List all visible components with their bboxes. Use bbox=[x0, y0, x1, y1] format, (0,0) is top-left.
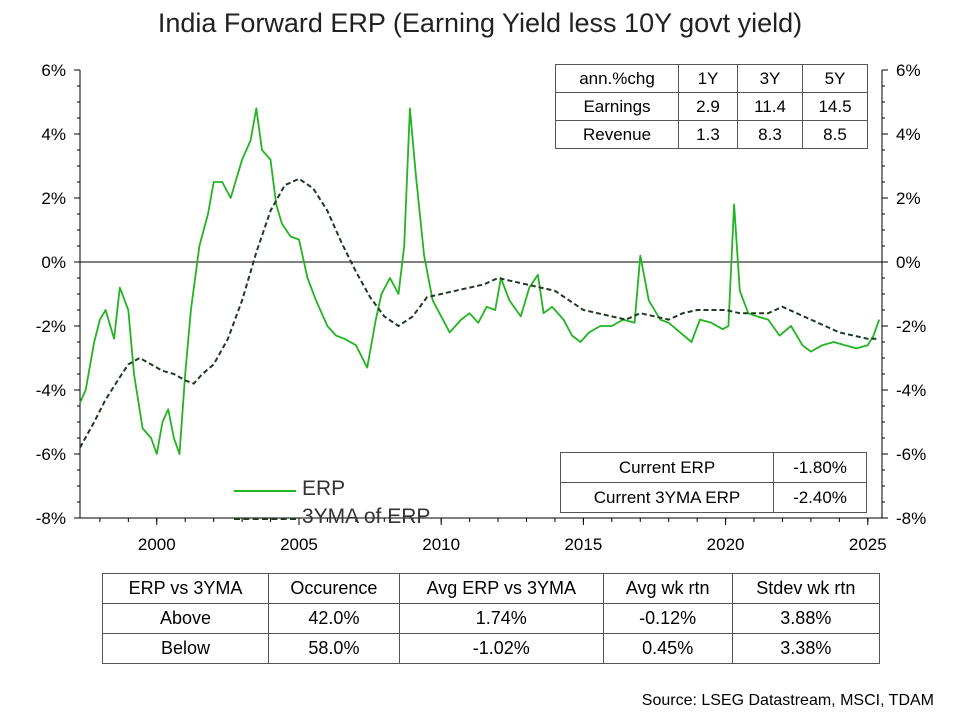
table-header-cell: Occurence bbox=[268, 573, 400, 604]
table-row: Above 42.0% 1.74% -0.12% 3.88% bbox=[102, 603, 881, 634]
table-row: Below 58.0% -1.02% 0.45% 3.38% bbox=[102, 633, 881, 664]
table-header-row: ann.%chg 1Y 3Y 5Y bbox=[555, 64, 868, 93]
current-erp-table: Current ERP -1.80% Current 3YMA ERP -2.4… bbox=[560, 452, 867, 513]
table-cell: 58.0% bbox=[268, 633, 400, 664]
source-note: Source: LSEG Datastream, MSCI, TDAM bbox=[641, 692, 934, 709]
table-header-cell: Stdev wk rtn bbox=[731, 573, 881, 604]
table-row: Current ERP -1.80% bbox=[560, 452, 867, 483]
x-tick-label: 2000 bbox=[138, 535, 176, 554]
table-header-cell: 5Y bbox=[802, 64, 868, 93]
table-header-cell: Avg wk rtn bbox=[602, 573, 733, 604]
table-cell: Revenue bbox=[555, 120, 679, 149]
table-header-cell: Avg ERP vs 3YMA bbox=[398, 573, 604, 604]
table-cell: 11.4 bbox=[737, 92, 803, 121]
table-row: Earnings 2.9 11.4 14.5 bbox=[555, 92, 868, 121]
table-cell: -2.40% bbox=[773, 482, 867, 513]
chart-title: India Forward ERP (Earning Yield less 10… bbox=[157, 8, 803, 38]
table-header-cell: 3Y bbox=[737, 64, 803, 93]
y-tick-label-right: 6% bbox=[896, 61, 921, 80]
table-cell: 14.5 bbox=[802, 92, 868, 121]
series-line-3yma bbox=[79, 177, 877, 449]
y-tick-label-right: 2% bbox=[896, 189, 921, 208]
table-cell: -0.12% bbox=[602, 603, 733, 634]
table-cell: Earnings bbox=[555, 92, 679, 121]
table-cell: Above bbox=[102, 603, 269, 634]
y-tick-label-left: 0% bbox=[41, 253, 66, 272]
table-cell: 3.38% bbox=[731, 633, 881, 664]
y-tick-label-left: -8% bbox=[36, 509, 66, 528]
table-cell: Current ERP bbox=[560, 452, 774, 483]
y-tick-label-left: 6% bbox=[41, 61, 66, 80]
table-cell: 8.5 bbox=[802, 120, 868, 149]
table-cell: Below bbox=[102, 633, 269, 664]
y-tick-label-right: 4% bbox=[896, 125, 921, 144]
x-tick-label: 2025 bbox=[849, 535, 887, 554]
y-tick-label-left: 4% bbox=[41, 125, 66, 144]
legend-ma-label: 3YMA of ERP bbox=[302, 505, 431, 528]
y-tick-label-left: -4% bbox=[36, 381, 66, 400]
summary-table: ERP vs 3YMA Occurence Avg ERP vs 3YMA Av… bbox=[102, 573, 881, 664]
table-header-cell: ERP vs 3YMA bbox=[102, 573, 269, 604]
y-tick-label-right: -4% bbox=[896, 381, 926, 400]
growth-stats-table: ann.%chg 1Y 3Y 5Y Earnings 2.9 11.4 14.5… bbox=[555, 64, 868, 149]
table-cell: 0.45% bbox=[602, 633, 733, 664]
table-cell: 1.3 bbox=[678, 120, 738, 149]
x-tick-label: 2020 bbox=[707, 535, 745, 554]
x-tick-label: 2010 bbox=[422, 535, 460, 554]
table-header-cell: 1Y bbox=[678, 64, 738, 93]
y-tick-label-right: -8% bbox=[896, 509, 926, 528]
table-cell: 1.74% bbox=[398, 603, 604, 634]
table-header-cell: ann.%chg bbox=[555, 64, 679, 93]
table-cell: Current 3YMA ERP bbox=[560, 482, 774, 513]
y-tick-label-left: 2% bbox=[41, 189, 66, 208]
table-cell: 8.3 bbox=[737, 120, 803, 149]
x-tick-label: 2015 bbox=[564, 535, 602, 554]
table-row: Revenue 1.3 8.3 8.5 bbox=[555, 120, 868, 149]
y-tick-label-left: -2% bbox=[36, 317, 66, 336]
x-tick-label: 2005 bbox=[280, 535, 318, 554]
y-tick-label-right: 0% bbox=[896, 253, 921, 272]
series-line-erp bbox=[79, 107, 881, 455]
table-cell: -1.80% bbox=[773, 452, 867, 483]
y-tick-label-right: -6% bbox=[896, 445, 926, 464]
y-tick-label-left: -6% bbox=[36, 445, 66, 464]
legend-ma-swatch bbox=[234, 518, 296, 520]
y-tick-label-right: -2% bbox=[896, 317, 926, 336]
legend-erp-swatch bbox=[234, 490, 296, 492]
table-row: Current 3YMA ERP -2.40% bbox=[560, 482, 867, 513]
table-cell: 2.9 bbox=[678, 92, 738, 121]
table-cell: 42.0% bbox=[268, 603, 400, 634]
table-cell: -1.02% bbox=[398, 633, 604, 664]
legend-erp-label: ERP bbox=[302, 477, 346, 500]
table-header-row: ERP vs 3YMA Occurence Avg ERP vs 3YMA Av… bbox=[102, 573, 881, 604]
table-cell: 3.88% bbox=[731, 603, 881, 634]
